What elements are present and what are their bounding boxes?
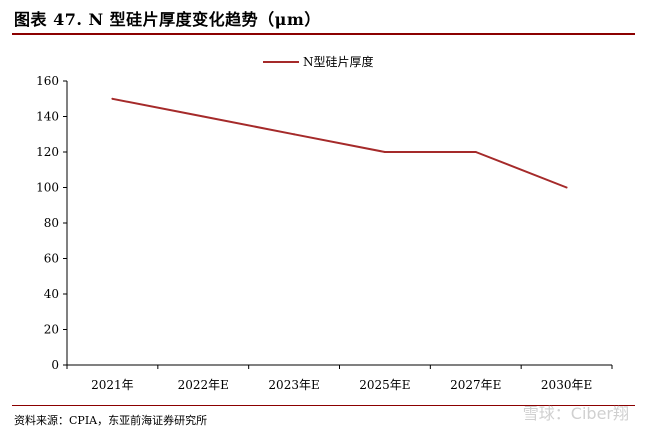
data-point xyxy=(293,133,296,136)
data-point xyxy=(474,151,477,153)
series-layer xyxy=(111,97,568,189)
x-tick-label: 2021年 xyxy=(91,378,134,392)
watermark: 雪球：Ciber翔 xyxy=(522,404,629,423)
y-tick-label: 0 xyxy=(51,358,59,372)
chart-title: 图表 47. N 型硅片厚度变化趋势（μm） xyxy=(14,10,321,29)
x-tick-label: 2022年E xyxy=(178,378,229,392)
data-point xyxy=(202,115,205,118)
y-tick-label: 160 xyxy=(36,74,59,88)
y-tick-label: 40 xyxy=(44,287,59,301)
x-tick-label: 2025年E xyxy=(359,378,410,392)
x-axis-ticks: 2021年 2022年E 2023年E 2025年E 2027年E 2030年E xyxy=(66,365,613,392)
y-tick-label: 100 xyxy=(36,181,59,195)
y-axis-ticks: 0 20 40 60 80 100 120 140 160 xyxy=(36,74,67,372)
data-point xyxy=(565,186,568,189)
data-point xyxy=(383,151,386,153)
y-tick-label: 120 xyxy=(36,145,59,159)
source-rule xyxy=(12,405,635,406)
legend-label: N型硅片厚度 xyxy=(303,54,374,69)
data-point xyxy=(111,97,114,100)
y-tick-label: 60 xyxy=(44,252,59,266)
y-tick-label: 20 xyxy=(44,323,59,337)
y-tick-label: 140 xyxy=(36,110,59,124)
x-tick-label: 2030年E xyxy=(541,378,592,392)
series-line xyxy=(112,97,567,189)
chart-axes xyxy=(66,81,612,366)
y-tick-label: 80 xyxy=(44,216,59,230)
source-note: 资料来源：CPIA，东亚前海证券研究所 xyxy=(14,414,208,427)
x-tick-label: 2027年E xyxy=(450,378,501,392)
x-tick-label: 2023年E xyxy=(268,378,319,392)
title-rule xyxy=(12,33,635,35)
legend: N型硅片厚度 xyxy=(263,54,374,69)
